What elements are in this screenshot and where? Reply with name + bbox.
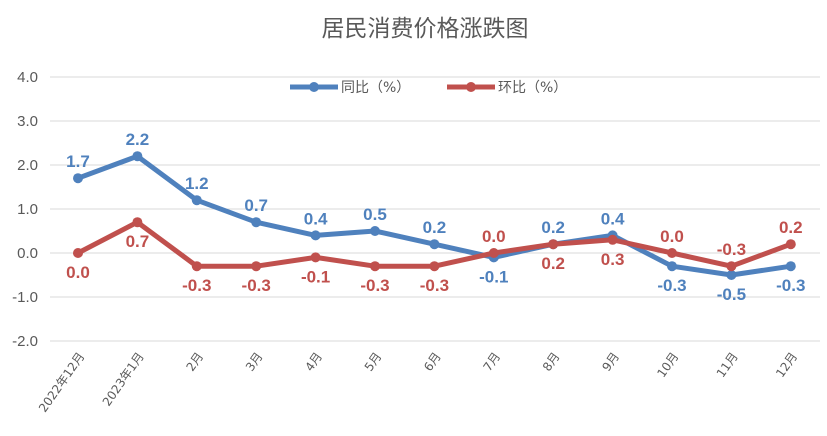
data-label-yoy: 0.7: [244, 196, 268, 215]
data-label-mom: 0.2: [779, 218, 803, 237]
x-tick-label: 2022年12月: [36, 350, 88, 415]
x-tick-label: 6月: [421, 350, 444, 374]
data-label-mom: 0.2: [541, 254, 565, 273]
data-point-yoy: [310, 230, 321, 241]
x-tick-label: 12月: [773, 350, 800, 380]
x-tick-label: 8月: [540, 350, 563, 374]
data-label-mom: -0.3: [182, 276, 211, 295]
data-label-yoy: -0.1: [479, 267, 508, 286]
y-tick-label: 1.0: [17, 201, 38, 218]
y-tick-label: 3.0: [17, 113, 38, 130]
data-point-mom: [607, 234, 618, 245]
data-label-yoy: 0.4: [304, 209, 328, 228]
legend-label-yoy: 同比（%）: [341, 80, 410, 96]
data-label-mom: -0.3: [360, 276, 389, 295]
y-tick-label: -2.0: [12, 333, 38, 350]
data-point-yoy: [370, 226, 380, 236]
data-point-mom: [310, 252, 321, 263]
data-label-yoy: -0.3: [776, 276, 805, 295]
data-label-yoy: 0.5: [363, 205, 387, 224]
data-point-yoy: [726, 270, 737, 280]
legend-marker-mom: [466, 82, 476, 92]
data-point-mom: [785, 239, 796, 250]
legend-label-mom: 环比（%）: [498, 80, 567, 96]
data-label-mom: 0.3: [601, 250, 625, 269]
x-tick-label: 7月: [481, 350, 504, 374]
data-label-mom: -0.3: [242, 276, 271, 295]
data-label-yoy: 1.2: [185, 174, 209, 193]
y-axis-ticks: -2.0 -1.0 0.0 1.0 2.0 3.0 4.0: [12, 69, 38, 350]
x-tick-label: 11月: [714, 350, 741, 380]
data-labels: 1.7 2.2 1.2 0.7 0.4 0.5 0.2 -0.1 0.2 0.4 -0.3 -0.5 -…: [66, 130, 805, 304]
data-label-yoy: 0.4: [601, 209, 625, 228]
legend-item-mom: 环比（%）: [447, 80, 567, 96]
data-point-mom: [667, 248, 677, 258]
data-point-mom: [191, 261, 202, 272]
data-label-yoy: 1.7: [66, 152, 90, 171]
chart-title: 居民消费价格涨跌图: [322, 16, 529, 42]
data-label-mom: 0.7: [126, 232, 150, 251]
x-tick-label: 9月: [599, 350, 622, 374]
x-tick-label: 3月: [243, 350, 266, 374]
data-label-mom: 0.0: [66, 263, 90, 282]
data-label-yoy: -0.5: [717, 285, 746, 304]
data-point-mom: [73, 248, 83, 258]
legend: 同比（%） 环比（%）: [290, 80, 567, 96]
legend-item-yoy: 同比（%）: [290, 80, 410, 96]
y-tick-label: 4.0: [17, 69, 38, 86]
data-label-mom: -0.3: [717, 240, 746, 259]
data-label-yoy: 0.2: [541, 218, 565, 237]
data-point-yoy: [73, 173, 83, 184]
x-tick-label: 10月: [654, 350, 681, 380]
legend-marker-yoy: [309, 82, 319, 92]
data-point-mom: [370, 261, 380, 272]
data-label-mom: 0.0: [660, 227, 684, 246]
x-axis-ticks: 2022年12月 2023年1月 2月 3月 4月 5月 6月 7月 8月 9月 10月 11月 12月: [36, 350, 800, 415]
data-point-mom: [132, 217, 143, 228]
series-lines: [73, 151, 796, 280]
data-label-mom: -0.1: [301, 267, 330, 286]
x-tick-label: 5月: [362, 350, 385, 374]
data-point-yoy: [785, 261, 796, 272]
y-tick-label: -1.0: [12, 289, 38, 306]
data-label-mom: -0.3: [420, 276, 449, 295]
data-point-yoy: [429, 239, 440, 250]
data-point-yoy: [251, 217, 262, 228]
data-point-yoy: [667, 261, 677, 272]
data-point-mom: [488, 248, 499, 258]
x-tick-label: 2023年1月: [100, 350, 147, 409]
data-label-mom: 0.0: [482, 227, 506, 246]
x-tick-label: 4月: [302, 350, 325, 374]
gridlines: [50, 76, 820, 342]
data-label-yoy: 2.2: [126, 130, 150, 149]
data-point-mom: [726, 261, 737, 272]
data-label-yoy: 0.2: [423, 218, 447, 237]
data-point-mom: [429, 261, 440, 272]
data-point-yoy: [132, 151, 143, 162]
data-point-yoy: [191, 195, 202, 206]
data-label-yoy: -0.3: [657, 276, 686, 295]
y-tick-label: 0.0: [17, 245, 38, 262]
x-tick-label: 2月: [184, 350, 207, 374]
data-point-mom: [548, 239, 559, 250]
y-tick-label: 2.0: [17, 157, 38, 174]
data-point-mom: [251, 261, 262, 272]
